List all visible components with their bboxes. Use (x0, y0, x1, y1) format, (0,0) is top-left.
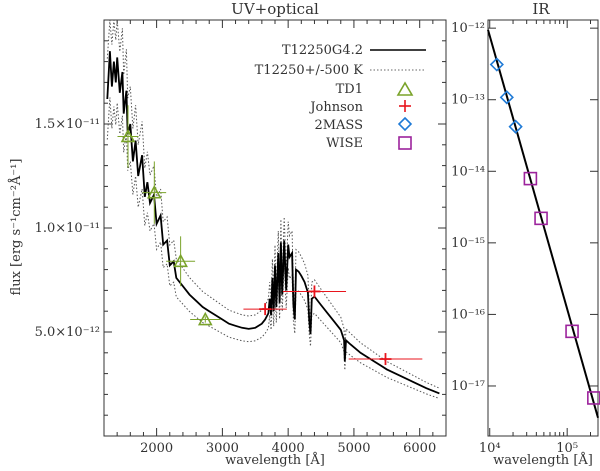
left-dotted-models (106, 19, 440, 399)
right-y-tick-label: 10⁻¹⁷ (451, 379, 485, 394)
legend-triangle-icon (396, 81, 414, 96)
2mass-diamond-point (489, 57, 504, 72)
right-panel-title: IR (532, 0, 550, 18)
right-y-tick-label: 10⁻¹² (451, 21, 485, 36)
left-panel-title: UV+optical (231, 0, 319, 18)
left-x-tick-label: 3000 (206, 441, 239, 456)
right-plot-frame (487, 19, 599, 437)
legend-label-wise: WISE (326, 136, 363, 151)
right-photometry (489, 57, 600, 405)
legend-plus-icon (399, 100, 411, 112)
legend-label-johnson: Johnson (308, 100, 363, 115)
wise-square-point (534, 211, 548, 226)
right-x-tick-label: 10⁵ (556, 441, 578, 456)
right-y-tick-label: 10⁻¹⁶ (451, 307, 485, 322)
left-x-axis-label: wavelength [Å] (225, 452, 325, 468)
left-axis-ticks: 2000 3000 4000 5000 6000 5.0×10⁻¹² 1.0×10⁻¹¹ 1.… (35, 20, 446, 456)
left-photometry (117, 105, 423, 366)
legend-square-icon (398, 136, 412, 150)
td1-triangle-point (120, 128, 136, 143)
y-axis-label: flux [erg s⁻¹cm⁻²Å⁻¹] (8, 159, 24, 296)
left-x-tick-label: 6000 (403, 441, 436, 456)
legend-diamond-icon (397, 116, 413, 132)
legend-label-model: T12250G4.2 (282, 43, 363, 58)
legend-label-2mass: 2MASS (314, 118, 363, 133)
left-x-tick-label: 4000 (272, 441, 305, 456)
right-y-tick-label: 10⁻¹⁵ (451, 236, 485, 251)
right-x-axis-label: wavelength [Å] (493, 452, 593, 468)
left-y-tick-label: 1.5×10⁻¹¹ (35, 117, 100, 132)
left-y-tick-label: 1.0×10⁻¹¹ (35, 221, 100, 236)
right-axis-ticks: 10⁴ 10⁵ 10⁻¹² 10⁻¹³ 10⁻¹⁴ 10⁻¹⁵ 10⁻¹⁶ 10⁻¹⁷ (451, 20, 598, 456)
left-model-series (106, 51, 440, 395)
2mass-diamond-point (508, 119, 523, 134)
left-y-tick-label: 5.0×10⁻¹² (35, 325, 100, 340)
right-x-tick-label: 10⁴ (479, 441, 501, 456)
model-spectrum-line (106, 51, 440, 395)
right-y-tick-label: 10⁻¹³ (451, 93, 485, 108)
dotted-model-hot (106, 19, 440, 389)
wise-square-point (523, 171, 538, 186)
td1-triangle-point (197, 311, 213, 326)
dotted-model-cool (106, 97, 440, 399)
td1-triangle-point (146, 184, 162, 199)
left-x-tick-label: 2000 (140, 441, 173, 456)
td1-triangle-point (173, 253, 188, 268)
legend-label-td1: TD1 (336, 82, 363, 97)
left-x-tick-label: 5000 (337, 441, 370, 456)
2mass-diamond-point (499, 90, 514, 105)
wise-square-point (565, 324, 579, 339)
legend: T12250G4.2 T12250+/-500 K TD1 Johnson 2M… (255, 43, 426, 151)
legend-label-range: T12250+/-500 K (255, 63, 364, 78)
right-y-tick-label: 10⁻¹⁴ (451, 164, 485, 179)
